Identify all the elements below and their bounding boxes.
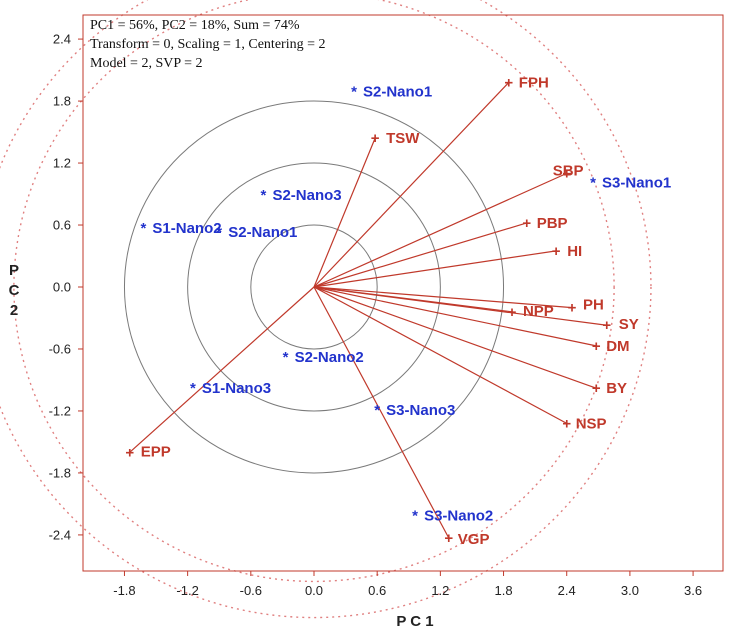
observation-marker: * xyxy=(590,175,596,192)
y-axis-label-part-1: P xyxy=(9,262,19,279)
y-tick-label: -2.4 xyxy=(49,527,71,542)
y-axis-label-part-2: C xyxy=(9,282,20,299)
vector-marker-nsp: + xyxy=(562,415,571,432)
observation-marker: * xyxy=(283,349,289,366)
x-axis-label: P C 1 xyxy=(396,613,433,630)
variable-vectors: +FPH+TSW+SBP+PBP+HI+NPP+PH+SY+DM+BY+NSP+… xyxy=(125,74,638,548)
vector-pbp xyxy=(314,223,527,287)
vector-ph xyxy=(314,287,572,308)
x-tick-label: -1.2 xyxy=(176,583,198,598)
info-line-1: PC1 = 56%, PC2 = 18%, Sum = 74% xyxy=(90,18,300,33)
observation-label-s3-nano2: S3-Nano2 xyxy=(424,507,493,524)
vector-fph xyxy=(314,82,509,287)
vector-sy xyxy=(314,287,607,325)
observation-label-s2-nano3: S2-Nano3 xyxy=(272,187,341,204)
vector-label-by: BY xyxy=(606,380,627,397)
observation-marker: * xyxy=(190,380,196,397)
info-line-2: Transform = 0, Scaling = 1, Centering = … xyxy=(90,37,325,52)
vector-hi xyxy=(314,251,556,287)
x-tick-label: 1.8 xyxy=(495,583,513,598)
vector-marker-fph: + xyxy=(504,74,513,91)
x-tick-label: 1.2 xyxy=(431,583,449,598)
vector-label-epp: EPP xyxy=(141,443,171,460)
observation-marker: * xyxy=(216,224,222,241)
observation-marker: * xyxy=(261,187,267,204)
vector-label-nsp: NSP xyxy=(576,415,607,432)
observation-marker: * xyxy=(412,507,418,524)
observation-label-s3-nano3: S3-Nano3 xyxy=(386,402,455,419)
vector-marker-sy: + xyxy=(602,317,611,334)
x-tick-label: -1.8 xyxy=(113,583,135,598)
vector-label-ph: PH xyxy=(583,297,604,314)
vector-tsw xyxy=(314,138,375,287)
x-tick-label: 2.4 xyxy=(558,583,576,598)
y-tick-label: 1.2 xyxy=(53,156,71,171)
observation-marker: * xyxy=(374,402,380,419)
vector-label-fph: FPH xyxy=(519,74,549,91)
vector-marker-pbp: + xyxy=(522,215,531,232)
observation-label-s1-nano2: S1-Nano2 xyxy=(152,220,221,237)
vector-epp xyxy=(130,287,314,452)
vector-marker-tsw: + xyxy=(371,130,380,147)
vector-marker-by: + xyxy=(592,380,601,397)
y-tick-label: 0.6 xyxy=(53,218,71,233)
y-tick-label: -0.6 xyxy=(49,341,71,356)
x-tick-label: 3.6 xyxy=(684,583,702,598)
observation-label-s2-nano2: S2-Nano2 xyxy=(295,349,364,366)
observation-label-s2-nano1: S2-Nano1 xyxy=(228,224,297,241)
x-tick-label: -0.6 xyxy=(240,583,262,598)
vector-label-vgp: VGP xyxy=(458,531,490,548)
observation-marker: * xyxy=(351,84,357,101)
vector-label-sbp: SBP xyxy=(553,162,584,179)
y-tick-label: 2.4 xyxy=(53,32,71,47)
vector-label-pbp: PBP xyxy=(537,215,568,232)
y-tick-label: 1.8 xyxy=(53,94,71,109)
vector-marker-epp: + xyxy=(125,444,134,461)
x-tick-label: 0.0 xyxy=(305,583,323,598)
observation-label-s1-nano3: S1-Nano3 xyxy=(202,380,271,397)
y-axis-label-part-3: 2 xyxy=(10,302,18,319)
y-tick-label: 0.0 xyxy=(53,280,71,295)
vector-label-sy: SY xyxy=(619,316,639,333)
x-tick-label: 3.0 xyxy=(621,583,639,598)
info-line-3: Model = 2, SVP = 2 xyxy=(90,56,203,71)
y-tick-label: -1.2 xyxy=(49,403,71,418)
axis-ticks: -1.8 -1.2 -0.6 0.0 0.6 1.2 1.8 2.4 3.0 3.6 2.4 1.8 1… xyxy=(49,32,703,598)
vector-marker-ph: + xyxy=(568,300,577,317)
y-tick-label: -1.8 xyxy=(49,465,71,480)
observation-label-s2-nano1: S2-Nano1 xyxy=(363,84,432,101)
x-tick-label: 0.6 xyxy=(368,583,386,598)
vector-marker-hi: + xyxy=(552,243,561,260)
observation-marker: * xyxy=(140,220,146,237)
vector-marker-dm: + xyxy=(592,338,601,355)
vector-marker-vgp: + xyxy=(444,530,453,547)
vector-label-tsw: TSW xyxy=(386,130,420,147)
vector-label-dm: DM xyxy=(606,338,629,355)
observation-label-s3-nano1: S3-Nano1 xyxy=(602,175,671,192)
vector-label-hi: HI xyxy=(567,243,582,260)
